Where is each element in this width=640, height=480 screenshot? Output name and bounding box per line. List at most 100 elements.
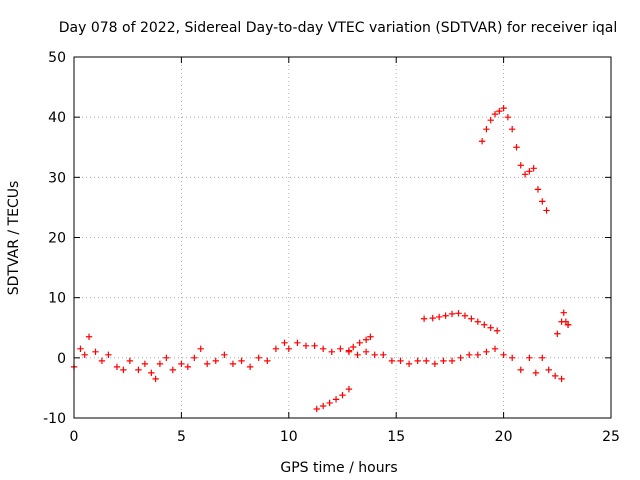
- data-point: [337, 345, 344, 353]
- data-point: [332, 396, 340, 403]
- data-point: [184, 363, 192, 371]
- data-point: [255, 354, 262, 362]
- series-low-arc: [313, 385, 353, 413]
- data-point: [313, 405, 320, 413]
- x-tick-label: 20: [495, 429, 513, 445]
- data-point: [405, 360, 413, 368]
- data-point: [152, 375, 159, 383]
- data-point: [491, 110, 499, 118]
- y-tick-label: 0: [57, 351, 66, 367]
- data-point: [539, 354, 546, 362]
- data-point: [448, 357, 456, 365]
- data-point: [371, 351, 378, 359]
- data-point: [551, 372, 559, 380]
- y-tick-label: 40: [48, 110, 66, 126]
- data-point: [281, 339, 288, 346]
- data-point: [558, 375, 565, 383]
- data-point: [388, 357, 396, 365]
- data-point: [532, 369, 540, 377]
- series-small-rising-segment: [345, 333, 374, 354]
- y-tick-label: 20: [48, 231, 66, 247]
- data-point: [504, 113, 512, 121]
- data-point: [339, 391, 346, 399]
- data-point: [517, 366, 524, 374]
- data-point: [435, 313, 443, 321]
- data-point: [397, 357, 404, 365]
- data-point: [423, 357, 430, 365]
- data-point: [362, 348, 370, 356]
- data-point: [500, 351, 507, 359]
- data-point: [285, 345, 292, 353]
- data-point: [466, 351, 473, 359]
- data-point: [328, 348, 335, 356]
- data-point: [545, 366, 552, 374]
- data-point: [294, 339, 301, 346]
- data-point: [554, 330, 561, 337]
- data-point: [326, 399, 333, 407]
- data-point: [534, 186, 542, 193]
- data-point: [311, 342, 318, 349]
- data-series: [70, 104, 572, 413]
- y-tick-label: 10: [48, 291, 66, 307]
- data-point: [448, 310, 456, 318]
- data-point: [455, 310, 462, 317]
- x-tick-label: 5: [177, 429, 186, 445]
- data-point: [513, 144, 520, 151]
- series-mid-arc: [420, 310, 501, 334]
- data-point: [431, 360, 439, 368]
- data-point: [141, 360, 149, 368]
- data-point: [560, 309, 567, 316]
- data-point: [302, 342, 310, 349]
- data-point: [429, 314, 436, 322]
- y-axis-label: SDTVAR / TECUs: [6, 181, 22, 296]
- data-point: [350, 343, 357, 351]
- data-point: [163, 354, 170, 362]
- data-point: [81, 351, 88, 359]
- data-point: [148, 369, 155, 377]
- data-point: [319, 345, 327, 353]
- data-point: [508, 354, 516, 362]
- data-point: [229, 360, 237, 368]
- data-point: [169, 366, 177, 374]
- data-point: [420, 315, 428, 322]
- data-point: [362, 336, 370, 343]
- data-point: [483, 348, 490, 356]
- y-tick-label: -10: [43, 411, 66, 427]
- data-point: [272, 345, 280, 353]
- data-point: [461, 312, 469, 319]
- data-point: [508, 126, 516, 133]
- data-point: [345, 385, 353, 393]
- data-point: [517, 162, 524, 169]
- data-point: [521, 171, 529, 178]
- data-point: [496, 107, 503, 115]
- data-point: [354, 351, 361, 359]
- data-point: [356, 339, 363, 346]
- data-point: [530, 165, 537, 172]
- plot-frame: [73, 56, 612, 419]
- data-point: [105, 351, 112, 359]
- y-tick-label: 30: [48, 170, 66, 186]
- data-point: [92, 348, 99, 356]
- data-point: [238, 357, 245, 365]
- x-tick-label: 0: [70, 429, 79, 445]
- data-point: [191, 354, 198, 362]
- data-point: [526, 354, 533, 362]
- data-point: [474, 351, 482, 359]
- data-point: [468, 315, 475, 322]
- data-point: [197, 345, 204, 353]
- data-point: [440, 357, 447, 365]
- data-point: [120, 366, 127, 374]
- x-tick-label: 25: [602, 429, 620, 445]
- data-point: [126, 357, 134, 365]
- series-main-band: [70, 321, 572, 383]
- data-point: [564, 321, 572, 328]
- data-point: [113, 363, 121, 371]
- series-high-arc: [478, 104, 550, 214]
- data-point: [98, 357, 106, 365]
- data-point: [212, 357, 219, 365]
- data-point: [367, 333, 374, 340]
- data-point: [203, 360, 211, 368]
- data-point: [478, 138, 486, 145]
- data-point: [491, 345, 499, 353]
